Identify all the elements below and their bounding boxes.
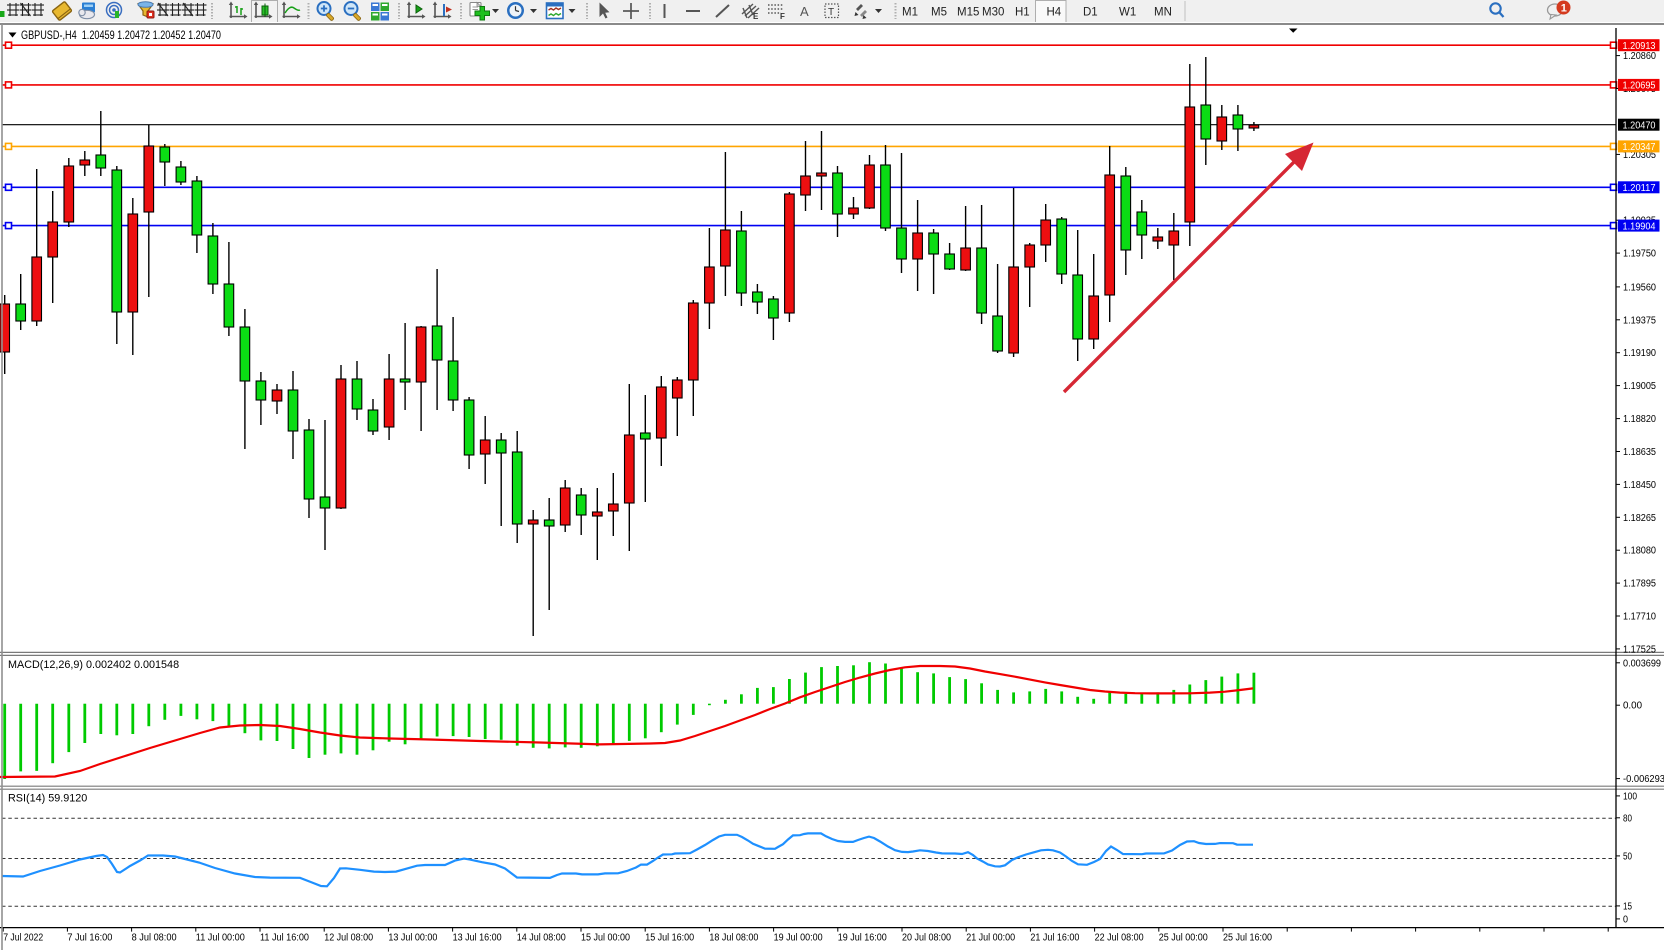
svg-text:MN: MN bbox=[1154, 7, 1172, 19]
svg-text:E: E bbox=[753, 12, 759, 21]
svg-text:19 Jul 16:00: 19 Jul 16:00 bbox=[838, 933, 887, 944]
svg-text:21 Jul 00:00: 21 Jul 00:00 bbox=[966, 933, 1015, 944]
svg-text:0.00: 0.00 bbox=[1623, 701, 1642, 712]
svg-text:A: A bbox=[800, 4, 809, 19]
svg-text:19 Jul 00:00: 19 Jul 00:00 bbox=[774, 933, 823, 944]
svg-text:12 Jul 08:00: 12 Jul 08:00 bbox=[324, 933, 373, 944]
svg-text:7 Jul 16:00: 7 Jul 16:00 bbox=[67, 933, 112, 944]
svg-text:1.18450: 1.18450 bbox=[1623, 480, 1656, 491]
svg-text:13 Jul 16:00: 13 Jul 16:00 bbox=[453, 933, 502, 944]
svg-text:1.17525: 1.17525 bbox=[1623, 644, 1656, 655]
svg-text:1.20695: 1.20695 bbox=[1623, 81, 1656, 92]
svg-text:1.20347: 1.20347 bbox=[1623, 142, 1656, 153]
svg-text:14 Jul 08:00: 14 Jul 08:00 bbox=[517, 933, 566, 944]
svg-text:-0.006293: -0.006293 bbox=[1623, 774, 1664, 785]
svg-text:RSI(14) 59.9120: RSI(14) 59.9120 bbox=[8, 793, 87, 805]
svg-text:1.18635: 1.18635 bbox=[1623, 447, 1656, 458]
svg-text:13 Jul 00:00: 13 Jul 00:00 bbox=[388, 933, 437, 944]
svg-text:11 Jul 16:00: 11 Jul 16:00 bbox=[260, 933, 309, 944]
svg-text:MACD(12,26,9) 0.002402 0.00154: MACD(12,26,9) 0.002402 0.001548 bbox=[8, 659, 179, 671]
svg-text:0.003699: 0.003699 bbox=[1623, 658, 1661, 669]
svg-text:1.20860: 1.20860 bbox=[1623, 51, 1656, 62]
svg-text:21 Jul 16:00: 21 Jul 16:00 bbox=[1030, 933, 1079, 944]
svg-text:M1: M1 bbox=[902, 7, 918, 19]
svg-text:15 Jul 00:00: 15 Jul 00:00 bbox=[581, 933, 630, 944]
svg-text:25 Jul 16:00: 25 Jul 16:00 bbox=[1223, 933, 1272, 944]
svg-text:100: 100 bbox=[1623, 791, 1637, 802]
svg-text:1.20913: 1.20913 bbox=[1623, 41, 1656, 52]
svg-text:1.19560: 1.19560 bbox=[1623, 282, 1656, 293]
svg-text:M5: M5 bbox=[931, 7, 947, 19]
svg-text:1.17895: 1.17895 bbox=[1623, 579, 1656, 590]
svg-text:M30: M30 bbox=[982, 7, 1004, 19]
svg-text:T: T bbox=[828, 7, 834, 18]
svg-text:8 Jul 08:00: 8 Jul 08:00 bbox=[132, 933, 177, 944]
svg-text:1.19190: 1.19190 bbox=[1623, 348, 1656, 359]
svg-text:1.19750: 1.19750 bbox=[1623, 249, 1656, 260]
svg-text:M15: M15 bbox=[957, 7, 979, 19]
svg-text:0: 0 bbox=[1623, 914, 1628, 925]
svg-text:1.19375: 1.19375 bbox=[1623, 315, 1656, 326]
svg-text:15 Jul 16:00: 15 Jul 16:00 bbox=[645, 933, 694, 944]
svg-text:1.20117: 1.20117 bbox=[1623, 183, 1656, 194]
svg-text:1.19005: 1.19005 bbox=[1623, 381, 1656, 392]
svg-text:H4: H4 bbox=[1047, 7, 1062, 19]
svg-text:25 Jul 00:00: 25 Jul 00:00 bbox=[1159, 933, 1208, 944]
svg-text:1.17710: 1.17710 bbox=[1623, 612, 1656, 623]
svg-text:11 Jul 00:00: 11 Jul 00:00 bbox=[196, 933, 245, 944]
svg-text:H1: H1 bbox=[1015, 7, 1030, 19]
svg-text:7 Jul 2022: 7 Jul 2022 bbox=[3, 933, 43, 944]
svg-text:1.20305: 1.20305 bbox=[1623, 150, 1656, 161]
svg-text:D1: D1 bbox=[1083, 7, 1098, 19]
svg-text:15: 15 bbox=[1623, 901, 1632, 912]
svg-text:1.20470: 1.20470 bbox=[1623, 121, 1656, 132]
svg-text:1: 1 bbox=[1561, 3, 1567, 15]
svg-text:20 Jul 08:00: 20 Jul 08:00 bbox=[902, 933, 951, 944]
svg-text:80: 80 bbox=[1623, 813, 1632, 824]
svg-text:50: 50 bbox=[1623, 851, 1632, 862]
svg-text:18 Jul 08:00: 18 Jul 08:00 bbox=[709, 933, 758, 944]
svg-text:1.18265: 1.18265 bbox=[1623, 513, 1656, 524]
svg-text:GBPUSD-,H4 1.20459 1.20472 1.: GBPUSD-,H4 1.20459 1.20472 1.20452 1.204… bbox=[21, 28, 221, 42]
svg-text:22 Jul 08:00: 22 Jul 08:00 bbox=[1095, 933, 1144, 944]
svg-text:1.18820: 1.18820 bbox=[1623, 414, 1656, 425]
svg-text:W1: W1 bbox=[1119, 7, 1136, 19]
svg-text:1.18080: 1.18080 bbox=[1623, 546, 1656, 557]
svg-text:1.19904: 1.19904 bbox=[1623, 221, 1656, 232]
svg-text:F: F bbox=[780, 12, 785, 21]
